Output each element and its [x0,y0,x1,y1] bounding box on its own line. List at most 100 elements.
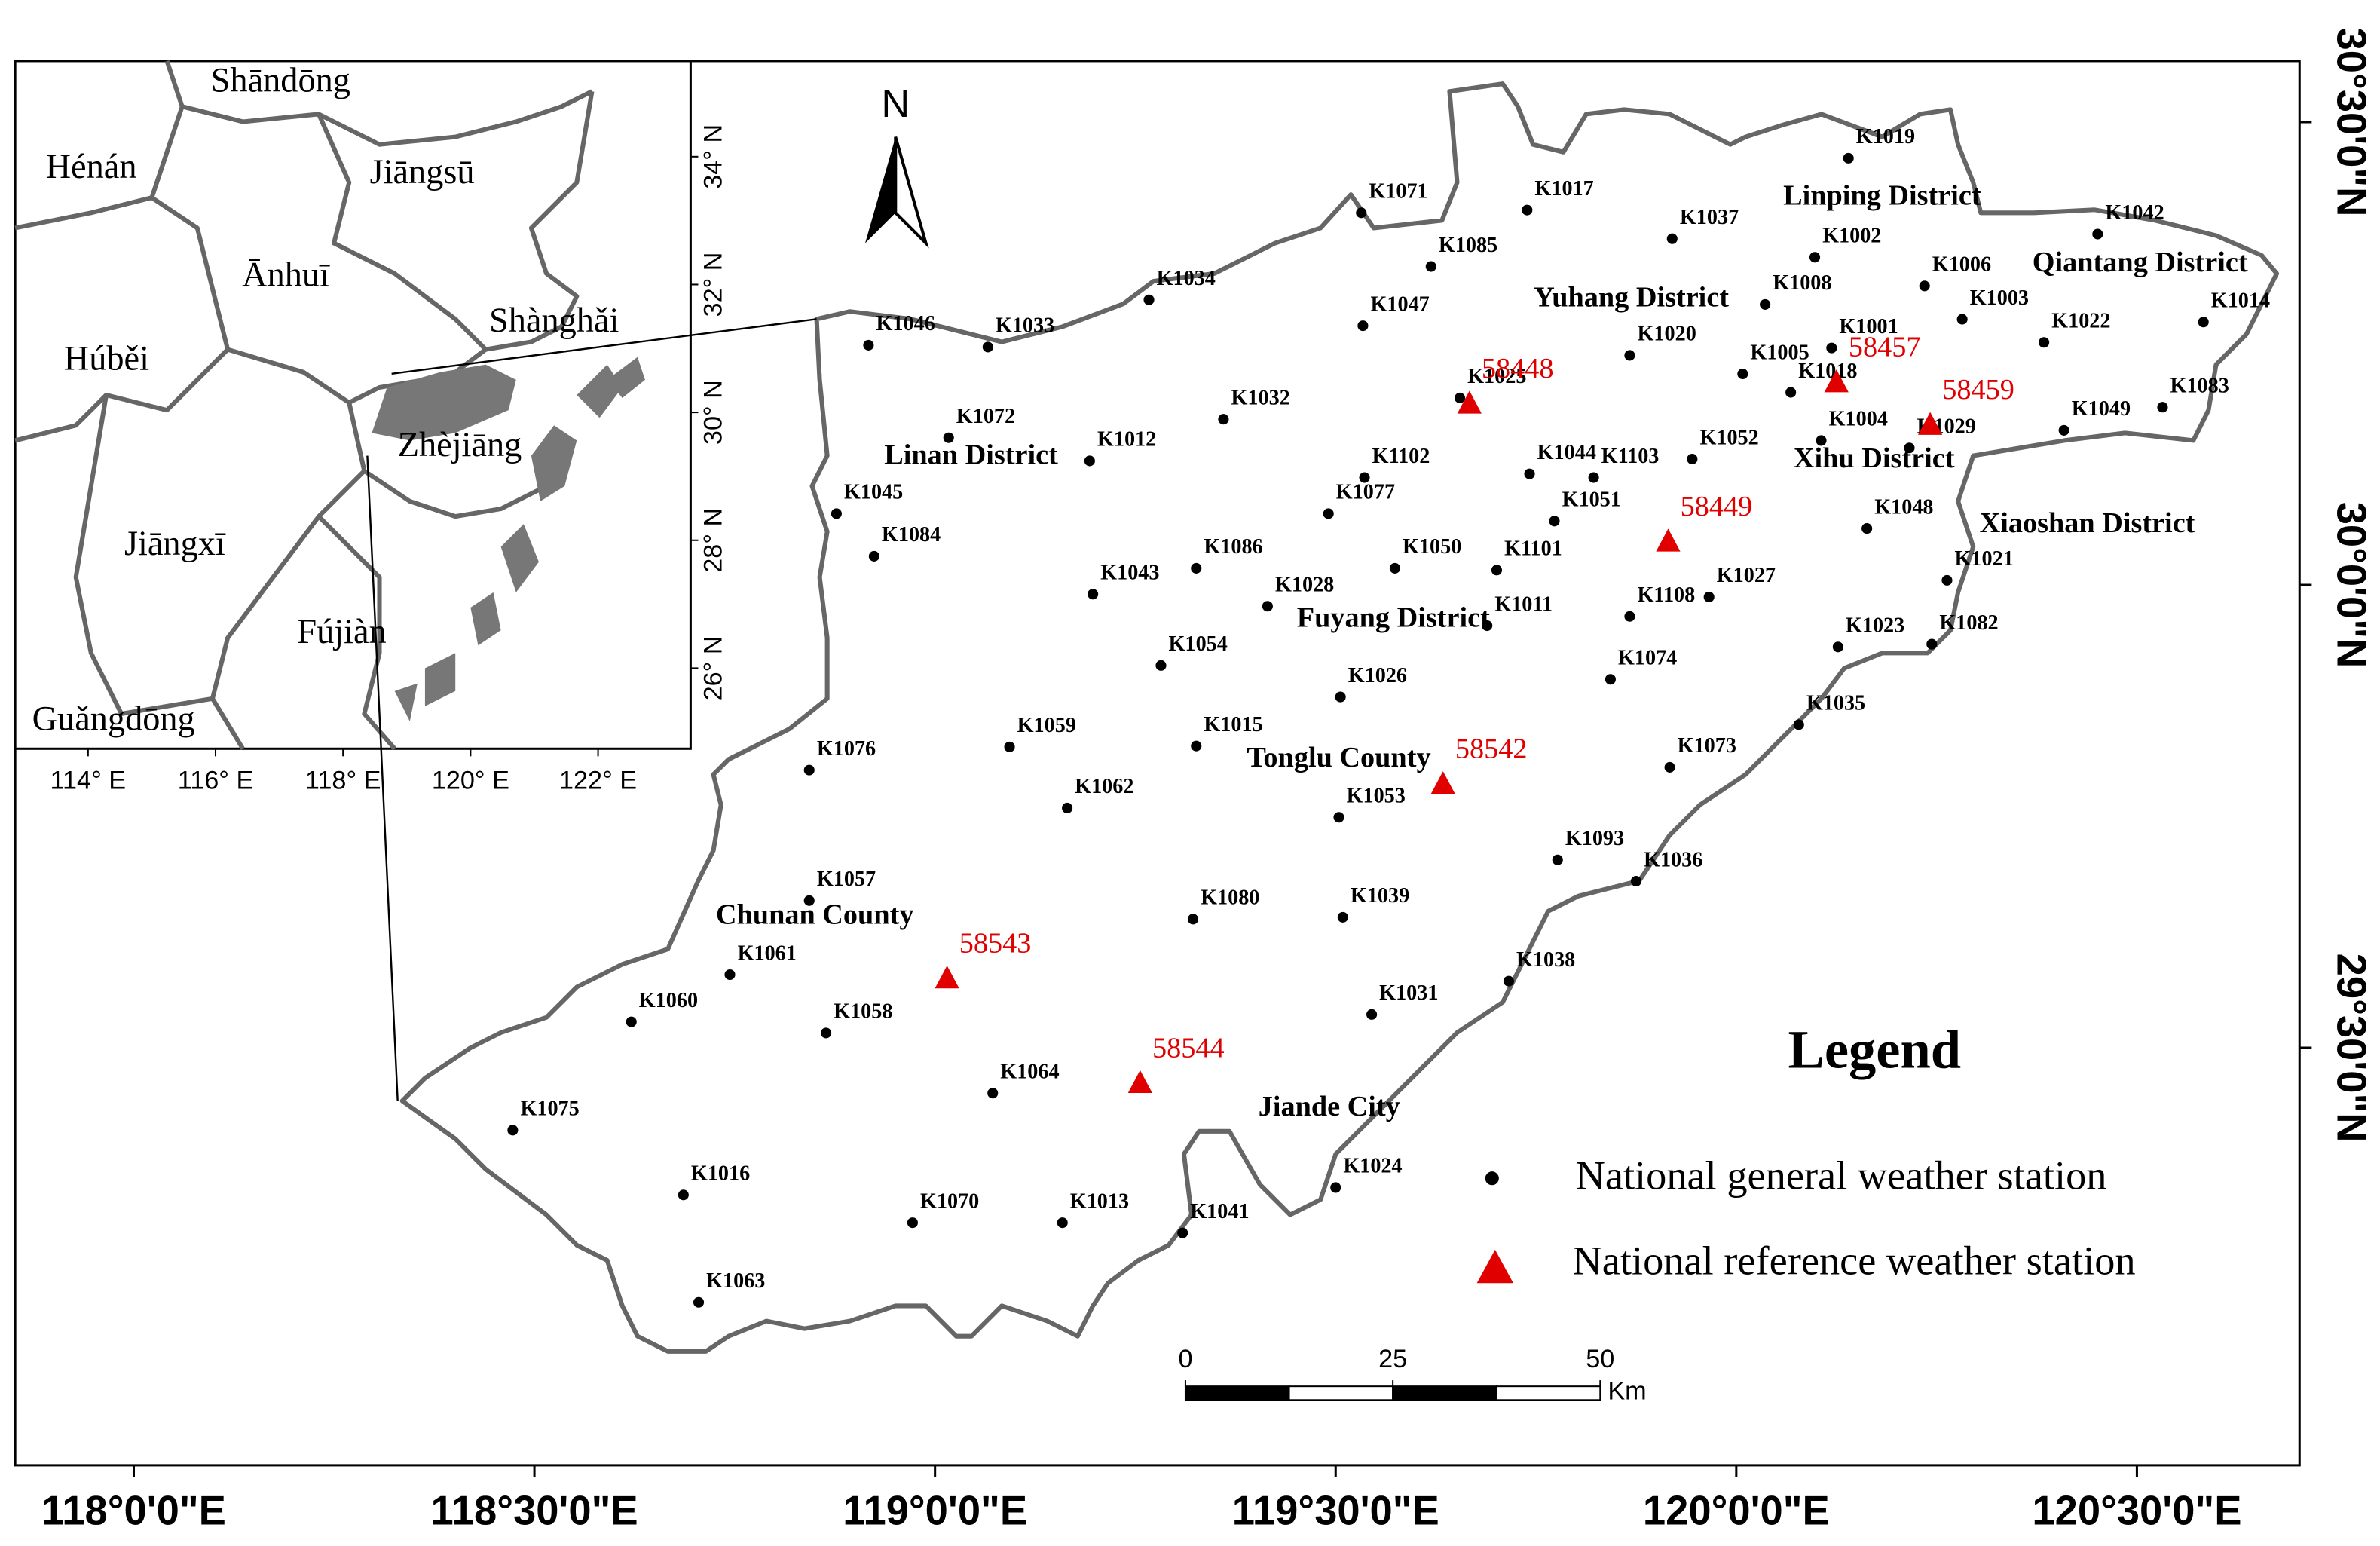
place-label: Linping District [1783,179,1981,211]
station-label: K1035 [1806,692,1865,715]
reference-label: 58459 [1942,374,2014,406]
station-label: K1080 [1201,886,1259,910]
general-station [2157,402,2168,413]
station-label: K1013 [1070,1189,1129,1213]
station-label: K1008 [1773,271,1831,295]
station-label: K1023 [1846,614,1904,638]
station-label: K1072 [956,405,1015,428]
general-station [1687,453,1698,465]
legend-title: Legend [1788,1019,1962,1080]
general-station [1919,280,1930,292]
general-station [943,432,954,443]
station-label: K1070 [920,1189,979,1213]
y-tick-label: 29°30'0"N [2328,954,2374,1143]
study-area-boundary [399,81,2280,1354]
place-label: Linan District [884,439,1058,470]
general-station [1057,1217,1068,1229]
place-label: Fuyang District [1297,602,1490,633]
province-label: Jiāngsū [370,153,475,191]
general-station [1956,314,1968,325]
inset-fill [372,357,645,722]
general-station [1552,854,1563,865]
station-label: K1025 [1467,365,1526,388]
x-tick-label: 119°0'0"E [843,1488,1027,1534]
station-label: K1011 [1494,592,1553,616]
x-tick-label: 120°30'0"E [2032,1488,2241,1534]
station-label: K1103 [1601,445,1660,468]
reference-label: 58544 [1152,1032,1225,1064]
reference-station [1918,412,1943,435]
station-label: K1012 [1097,428,1156,452]
station-label: K1037 [1680,206,1739,229]
province-line [164,60,593,147]
general-station [678,1189,689,1201]
general-station [1785,387,1797,398]
scale-tick-label: 50 [1586,1345,1614,1373]
station-label: K1039 [1351,884,1409,908]
station-label: K1052 [1699,426,1758,449]
general-station [987,1088,999,1099]
general-station [724,969,736,981]
general-station [1425,261,1436,272]
general-station [1323,508,1334,519]
general-station [1330,1182,1341,1193]
place-label: Chunan County [716,899,914,931]
station-label: K1060 [639,989,698,1012]
station-label: K1031 [1379,981,1438,1005]
general-station [2058,424,2069,436]
general-station [1666,233,1678,244]
station-label: K1086 [1204,535,1262,559]
study-area-inset [372,364,516,441]
station-label: K1020 [1638,323,1696,346]
station-label: K1015 [1204,713,1262,736]
legend-label: National reference weather station [1573,1238,2136,1284]
province-label: Zhèjiāng [398,426,522,464]
general-station [2092,228,2103,240]
y-tick-label: 30°0'0"N [2328,502,2374,669]
legend-label: National general weather station [1576,1153,2107,1199]
general-station [1832,641,1843,653]
general-station [1904,442,1915,454]
station-label: K1043 [1100,562,1159,585]
station-label: K1027 [1717,564,1776,587]
station-label: K1057 [817,868,876,891]
reference-station [1430,771,1455,794]
scale-segment [1495,1385,1601,1401]
station-label: K1032 [1231,386,1289,409]
general-station [1218,414,1229,425]
station-label: K1073 [1678,734,1736,758]
north-arrow-right [894,136,929,249]
general-station [1941,574,1953,586]
station-label: K1016 [691,1162,750,1186]
general-station [1826,342,1837,354]
scale-unit: Km [1608,1376,1646,1405]
scale-segment [1184,1385,1290,1401]
general-station [1926,638,1938,650]
legend-symbol-general [1485,1171,1499,1186]
general-station [982,341,993,353]
station-label: K1071 [1369,180,1427,204]
province-label: Shànghǎi [489,302,619,340]
reference-label: 58449 [1681,491,1753,522]
general-station [831,508,842,519]
province-line [317,514,396,751]
general-station [863,339,874,351]
x-tick-label: 119°30'0"E [1232,1488,1439,1534]
place-label: Jiande City [1259,1091,1400,1122]
reference-station [1824,369,1849,393]
province-line [363,469,548,519]
general-station [1482,620,1493,632]
general-station [1191,740,1202,752]
province-label: Ānhuī [242,256,330,295]
inset-x-tick-label: 114° E [50,767,127,795]
inset-boundaries [14,60,595,751]
general-station [1084,455,1095,467]
station-label: K1062 [1075,775,1133,798]
general-station [1177,1227,1188,1238]
general-station [1088,589,1099,600]
reference-station [935,966,959,989]
coast-line [485,90,595,352]
general-station [507,1125,519,1136]
station-label: K1084 [882,523,941,546]
